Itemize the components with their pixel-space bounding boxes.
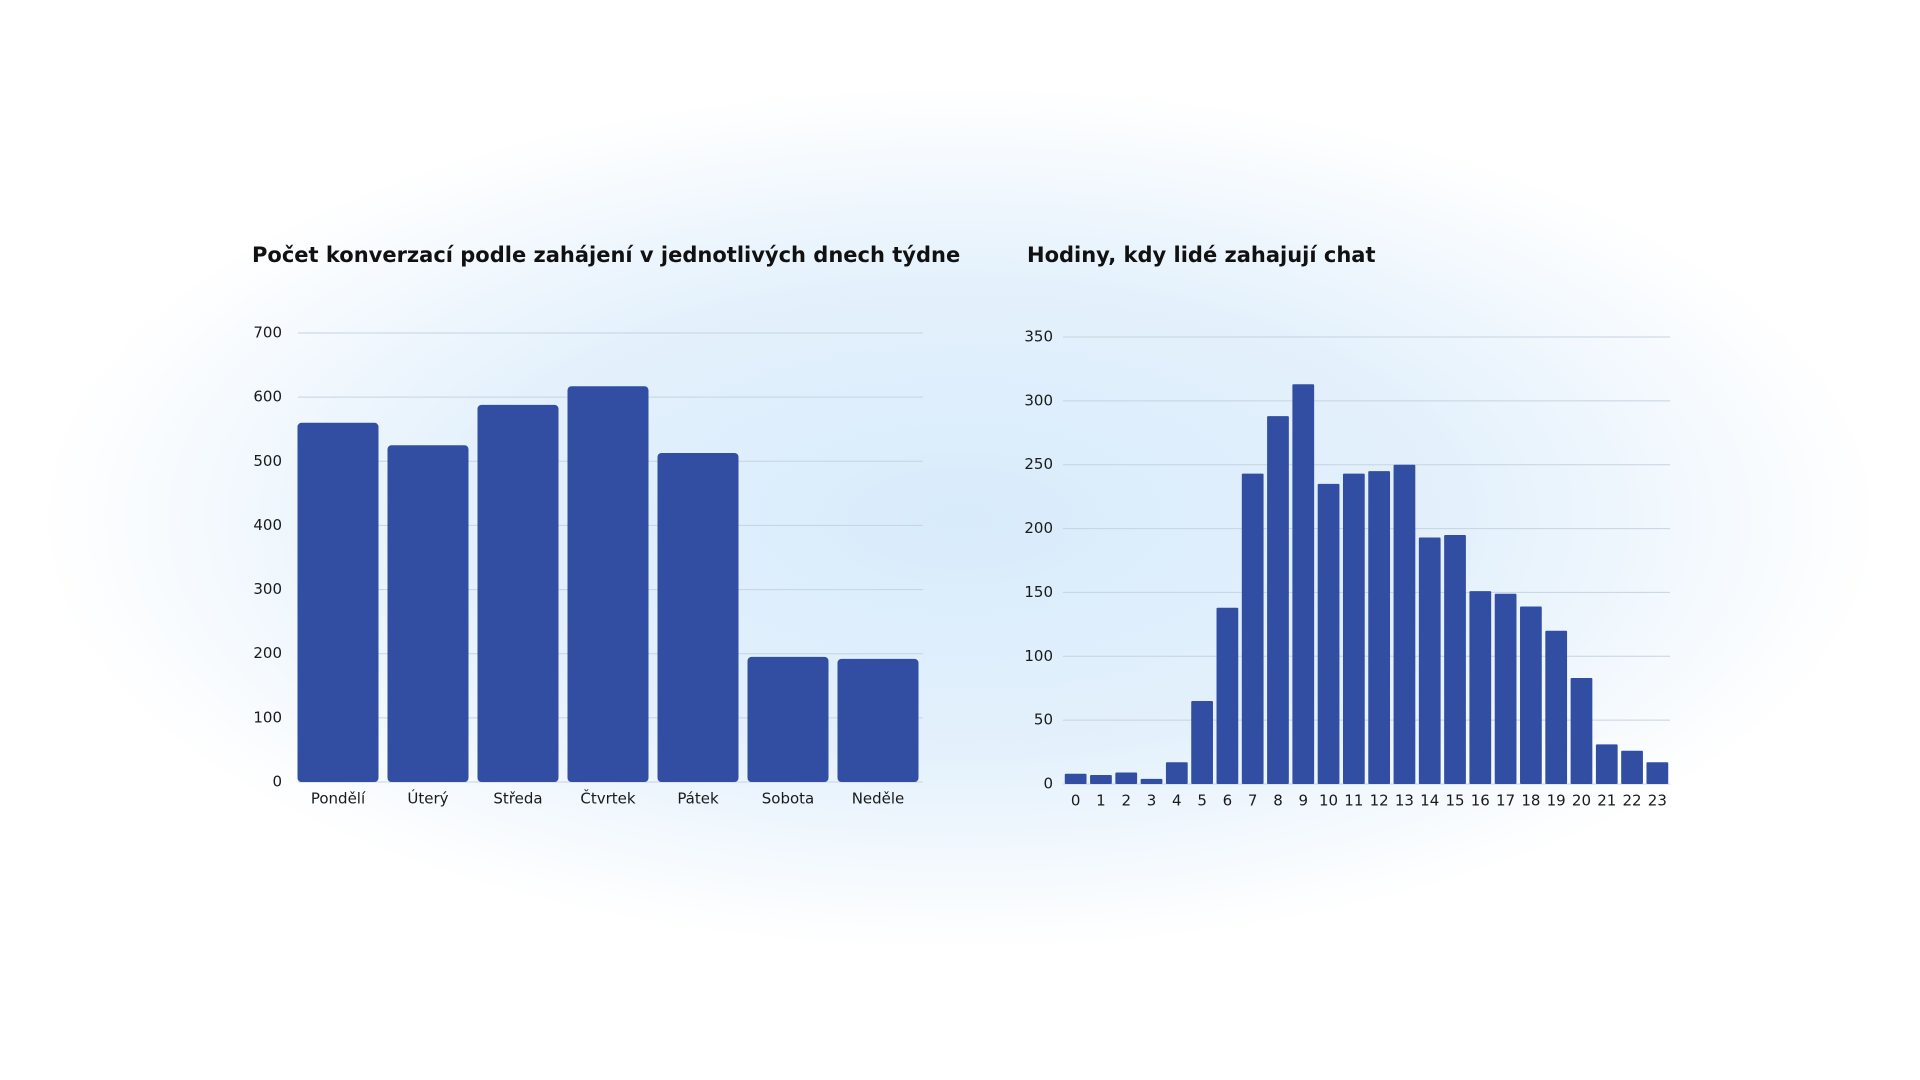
- bar: [1165, 762, 1188, 784]
- y-tick-label: 350: [1024, 328, 1053, 346]
- x-tick-label: 9: [1298, 792, 1308, 810]
- bar: [1545, 630, 1568, 784]
- y-tick-label: 300: [1024, 391, 1053, 409]
- x-tick-label: 5: [1197, 792, 1207, 810]
- bar: [1267, 416, 1289, 784]
- x-tick-label: 2: [1121, 792, 1131, 810]
- x-tick-label: Středa: [493, 790, 542, 808]
- x-tick-label: 11: [1344, 792, 1363, 810]
- x-tick-label: 3: [1147, 792, 1157, 810]
- bar: [1216, 607, 1239, 784]
- bar: [1368, 471, 1391, 784]
- y-tick-label: 150: [1024, 583, 1053, 601]
- y-tick-label: 50: [1034, 711, 1053, 729]
- y-tick-label: 0: [1043, 775, 1053, 793]
- y-tick-label: 500: [253, 452, 282, 470]
- y-tick-label: 250: [1024, 455, 1053, 473]
- bar: [477, 404, 559, 782]
- chart-title: Počet konverzací podle zahájení v jednot…: [252, 243, 960, 267]
- x-tick-label: 0: [1071, 792, 1081, 810]
- bar: [1090, 775, 1112, 784]
- x-tick-label: 10: [1319, 792, 1338, 810]
- y-tick-label: 100: [253, 708, 282, 726]
- x-tick-label: Neděle: [852, 790, 905, 808]
- bar: [1393, 464, 1416, 784]
- bar: [1241, 473, 1264, 784]
- bar: [747, 656, 829, 782]
- bar: [1191, 700, 1213, 784]
- bar: [1646, 762, 1669, 784]
- x-tick-label: 15: [1445, 792, 1464, 810]
- bar: [387, 445, 469, 782]
- bar: [837, 658, 919, 782]
- x-tick-label: 19: [1547, 792, 1566, 810]
- x-tick-label: 22: [1623, 792, 1642, 810]
- bar: [1444, 534, 1466, 784]
- bar: [1342, 473, 1365, 784]
- bar: [1520, 606, 1542, 784]
- bar: [1469, 591, 1492, 784]
- bar: [1140, 778, 1163, 784]
- x-tick-label: Pondělí: [311, 790, 366, 808]
- x-tick-label: 13: [1395, 792, 1414, 810]
- x-tick-label: 17: [1496, 792, 1515, 810]
- y-tick-label: 100: [1024, 647, 1053, 665]
- y-tick-label: 200: [1024, 519, 1053, 537]
- x-tick-label: Čtvrtek: [580, 789, 636, 808]
- x-tick-label: 20: [1572, 792, 1591, 810]
- y-tick-label: 0: [272, 773, 282, 791]
- bar: [1292, 384, 1315, 784]
- x-tick-label: 14: [1420, 792, 1439, 810]
- x-tick-label: 18: [1521, 792, 1540, 810]
- bar: [1064, 773, 1087, 784]
- x-tick-label: 7: [1248, 792, 1258, 810]
- y-tick-label: 700: [253, 324, 282, 342]
- x-tick-label: 8: [1273, 792, 1283, 810]
- bar: [567, 386, 649, 782]
- x-tick-label: 6: [1223, 792, 1233, 810]
- x-tick-label: 16: [1471, 792, 1490, 810]
- bar: [1494, 593, 1517, 784]
- bar: [1115, 772, 1138, 784]
- x-tick-label: Sobota: [762, 790, 814, 808]
- y-tick-label: 300: [253, 580, 282, 598]
- bar: [297, 422, 379, 782]
- x-tick-label: 1: [1096, 792, 1106, 810]
- y-tick-label: 600: [253, 388, 282, 406]
- y-tick-label: 400: [253, 516, 282, 534]
- bar: [1621, 750, 1643, 784]
- x-tick-label: 4: [1172, 792, 1182, 810]
- bar: [1595, 744, 1618, 784]
- bar: [1317, 483, 1340, 784]
- x-tick-label: 23: [1648, 792, 1667, 810]
- bar: [1570, 677, 1593, 784]
- bar: [1418, 537, 1441, 784]
- y-tick-label: 200: [253, 644, 282, 662]
- x-tick-label: Úterý: [407, 789, 448, 808]
- x-tick-label: 12: [1370, 792, 1389, 810]
- x-tick-label: 21: [1597, 792, 1616, 810]
- chart-title: Hodiny, kdy lidé zahajují chat: [1027, 243, 1376, 267]
- x-tick-label: Pátek: [677, 790, 719, 808]
- bar: [657, 452, 739, 782]
